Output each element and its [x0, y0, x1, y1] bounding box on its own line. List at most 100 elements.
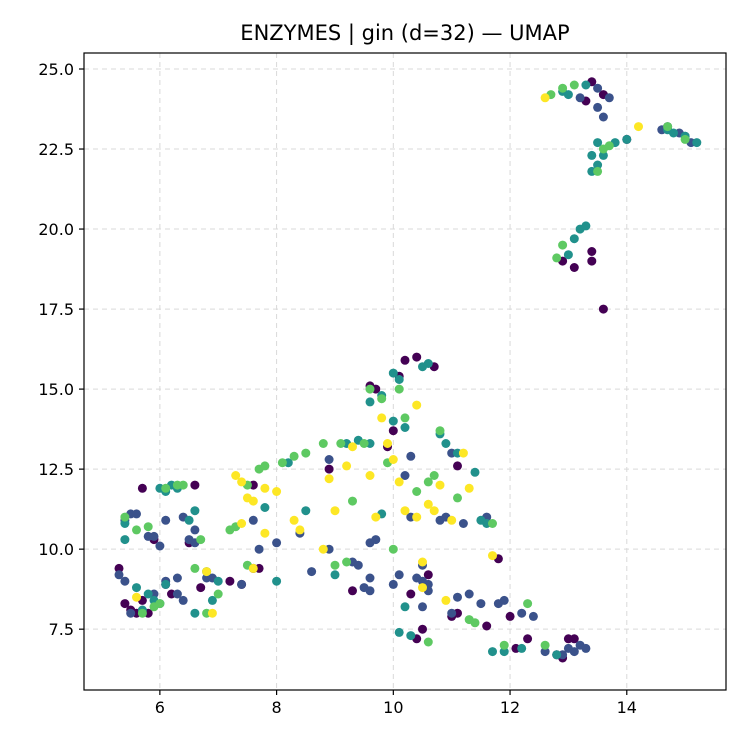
scatter-point-class-1 — [581, 643, 591, 653]
scatter-point-class-0 — [114, 563, 124, 573]
scatter-point-class-3 — [348, 496, 357, 506]
scatter-point-class-2 — [622, 134, 632, 144]
scatter-point-class-4 — [488, 551, 497, 561]
x-tick-label: 8 — [272, 698, 282, 717]
scatter-point-class-3 — [388, 544, 398, 554]
scatter-point-class-2 — [517, 643, 527, 653]
scatter-point-class-2 — [423, 359, 433, 368]
scatter-point-class-1 — [272, 538, 282, 548]
scatter-point-class-0 — [523, 634, 533, 644]
scatter-point-class-0 — [406, 589, 416, 599]
scatter-point-class-1 — [388, 579, 398, 589]
scatter-point-class-1 — [365, 586, 375, 596]
scatter-point-class-0 — [418, 624, 427, 634]
scatter-point-class-2 — [161, 579, 171, 589]
scatter-point-class-2 — [499, 647, 509, 657]
scatter-point-class-0 — [587, 247, 597, 256]
y-tick-label: 22.5 — [38, 140, 74, 159]
scatter-point-class-3 — [400, 413, 410, 423]
scatter-point-class-3 — [377, 394, 387, 404]
scatter-point-class-0 — [225, 576, 235, 586]
scatter-point-class-1 — [161, 515, 171, 525]
scatter-point-class-1 — [464, 589, 474, 599]
scatter-point-class-3 — [132, 525, 141, 535]
scatter-point-class-4 — [412, 400, 422, 410]
scatter-point-class-3 — [336, 439, 346, 448]
scatter-point-class-2 — [301, 506, 311, 516]
scatter-point-class-0 — [482, 621, 492, 631]
scatter-point-class-1 — [540, 647, 550, 657]
scatter-point-class-2 — [394, 627, 404, 637]
scatter-point-class-1 — [394, 570, 404, 580]
scatter-point-class-3 — [423, 477, 433, 487]
scatter-point-class-0 — [120, 599, 130, 609]
scatter-point-class-2 — [441, 439, 451, 448]
scatter-point-class-4 — [634, 122, 643, 132]
scatter-point-class-2 — [552, 650, 562, 660]
y-tick-label: 25.0 — [38, 60, 74, 79]
scatter-point-class-0 — [196, 583, 206, 593]
y-tick-label: 15.0 — [38, 380, 74, 399]
chart-title: ENZYMES | gin (d=32) — UMAP — [240, 21, 569, 46]
scatter-point-class-1 — [371, 535, 381, 545]
scatter-point-class-1 — [149, 531, 159, 541]
scatter-point-class-4 — [248, 496, 258, 506]
scatter-point-class-1 — [400, 471, 410, 480]
scatter-point-class-4 — [394, 477, 404, 487]
scatter-point-class-4 — [400, 506, 410, 516]
scatter-point-class-1 — [598, 112, 608, 122]
scatter-point-class-1 — [604, 93, 614, 103]
scatter-point-class-1 — [120, 576, 130, 586]
scatter-point-class-3 — [120, 512, 130, 522]
scatter-point-class-4 — [377, 413, 387, 423]
scatter-point-class-0 — [587, 256, 597, 266]
scatter-point-class-4 — [289, 515, 299, 525]
scatter-point-class-2 — [569, 234, 579, 244]
scatter-point-class-3 — [680, 134, 690, 144]
scatter-point-class-3 — [569, 80, 579, 90]
scatter-point-class-3 — [423, 637, 433, 647]
plot-frame — [83, 52, 727, 691]
scatter-point-class-2 — [581, 80, 591, 90]
scatter-point-class-1 — [132, 509, 141, 519]
scatter-point-class-1 — [172, 589, 182, 599]
scatter-point-class-0 — [388, 426, 398, 436]
scatter-point-class-3 — [412, 487, 422, 496]
scatter-point-class-2 — [260, 503, 270, 512]
scatter-point-class-3 — [523, 599, 533, 609]
scatter-point-class-1 — [528, 611, 538, 621]
scatter-point-class-4 — [237, 477, 247, 487]
scatter-point-class-3 — [289, 451, 299, 461]
scatter-point-class-4 — [237, 519, 247, 528]
scatter-point-class-1 — [453, 592, 462, 602]
y-tick-label: 7.5 — [49, 620, 74, 639]
scatter-point-class-4 — [464, 483, 474, 493]
scatter-point-class-3 — [453, 493, 462, 503]
scatter-point-class-0 — [324, 464, 334, 474]
scatter-point-class-1 — [458, 519, 468, 528]
scatter-point-class-2 — [563, 90, 573, 100]
y-tick-label: 20.0 — [38, 220, 74, 239]
scatter-point-class-3 — [330, 560, 340, 570]
scatter-point-class-2 — [593, 138, 603, 148]
scatter-point-class-0 — [569, 263, 579, 272]
scatter-point-class-1 — [114, 570, 124, 580]
scatter-point-class-0 — [598, 304, 608, 314]
scatter-point-class-0 — [569, 634, 579, 644]
scatter-point-class-3 — [394, 384, 404, 394]
scatter-point-class-2 — [400, 423, 410, 432]
scatter-point-class-4 — [202, 567, 212, 577]
scatter-point-class-1 — [254, 544, 264, 554]
scatter-point-class-2 — [406, 631, 416, 641]
scatter-point-class-1 — [447, 608, 457, 618]
ticks-layer: 6 8 10 12 14 7.5 10.0 12.5 15.0 17.5 20.0 22.5 25.0 — [38, 60, 637, 717]
scatter-point-class-0 — [505, 611, 515, 621]
scatter-point-class-4 — [423, 499, 433, 509]
scatter-point-class-1 — [307, 567, 317, 577]
scatter-point-class-3 — [470, 618, 480, 628]
scatter-point-class-2 — [190, 608, 200, 618]
scatter-point-class-0 — [137, 483, 147, 493]
scatter-point-class-4 — [330, 506, 340, 516]
